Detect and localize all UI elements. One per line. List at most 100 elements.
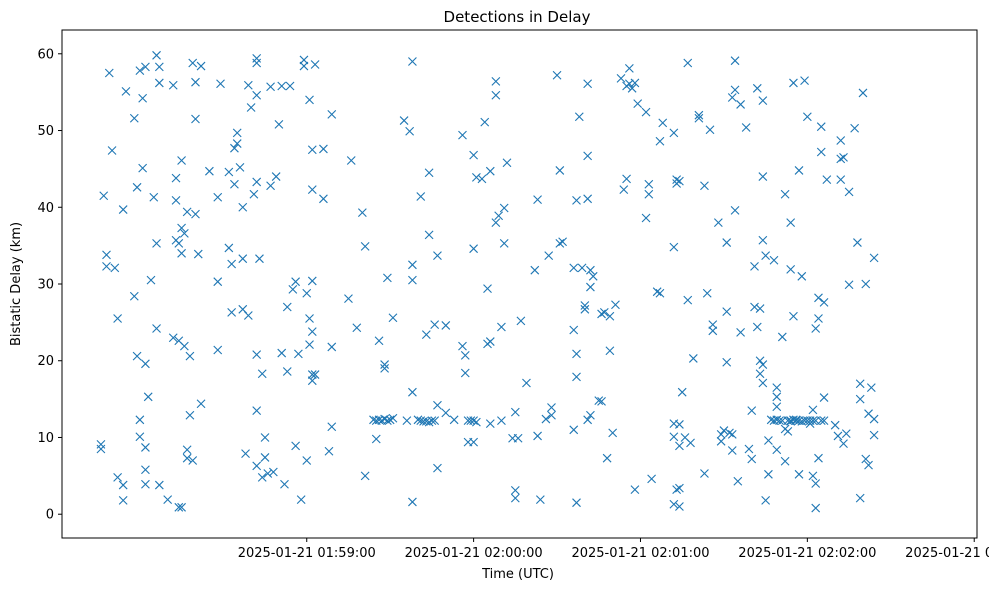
data-point: [402, 416, 412, 425]
data-point: [129, 291, 139, 301]
data-point: [672, 485, 682, 495]
data-point: [758, 96, 768, 105]
data-point: [580, 301, 590, 310]
data-point: [700, 181, 709, 191]
data-point: [510, 407, 520, 417]
data-point: [510, 493, 520, 503]
data-point: [118, 480, 128, 490]
data-point: [597, 397, 606, 406]
data-point: [469, 437, 478, 447]
data-point: [383, 416, 392, 425]
data-point: [433, 400, 442, 410]
data-point: [758, 378, 768, 388]
data-point: [800, 76, 809, 86]
data-point: [502, 158, 512, 168]
data-point: [569, 263, 579, 273]
data-point: [324, 446, 334, 456]
data-point: [814, 453, 823, 463]
data-point: [249, 189, 259, 199]
data-point: [605, 346, 615, 356]
data-point: [686, 438, 695, 448]
data-point: [811, 503, 821, 513]
data-point: [722, 238, 732, 247]
data-point: [708, 320, 718, 330]
data-point: [588, 271, 598, 281]
data-point: [141, 359, 150, 369]
data-point: [861, 279, 871, 289]
data-point: [839, 439, 848, 449]
data-point: [594, 396, 604, 406]
data-point: [277, 348, 287, 358]
data-point: [135, 66, 145, 76]
x-tick-label: 2025-01-21 02:00:00: [405, 546, 543, 561]
data-point: [811, 324, 821, 333]
data-point: [305, 340, 314, 350]
data-point: [299, 55, 309, 65]
data-point: [816, 122, 826, 132]
data-point: [777, 332, 787, 342]
data-point: [583, 415, 593, 425]
data-point: [658, 118, 668, 128]
data-point: [583, 79, 593, 89]
data-point: [716, 436, 726, 446]
data-point: [655, 136, 665, 146]
data-point: [469, 416, 478, 425]
data-point: [675, 502, 684, 511]
data-point: [146, 275, 156, 285]
data-point: [327, 422, 337, 432]
data-point: [118, 496, 128, 505]
data-point: [385, 415, 395, 425]
data-point: [572, 349, 581, 359]
x-tick-label: 2025-01-21 02:03:00: [905, 546, 989, 561]
data-point: [188, 456, 198, 465]
data-point: [675, 441, 684, 451]
data-point: [243, 311, 253, 320]
data-point: [572, 498, 581, 508]
data-point: [177, 502, 186, 512]
data-point: [552, 70, 562, 80]
data-point: [260, 433, 270, 442]
data-point: [241, 449, 250, 458]
data-point: [227, 308, 237, 317]
data-point: [238, 202, 248, 212]
data-point: [232, 139, 242, 148]
data-point: [705, 125, 715, 135]
data-point: [499, 238, 509, 248]
data-point: [357, 208, 367, 218]
data-point: [433, 463, 442, 473]
data-point: [238, 254, 248, 264]
data-point: [307, 145, 317, 155]
data-point: [430, 320, 440, 330]
data-point: [171, 195, 181, 205]
data-point: [121, 87, 131, 96]
data-point: [791, 415, 801, 425]
data-point: [780, 456, 790, 466]
data-point: [246, 103, 256, 112]
y-axis-label: Bistatic Delay (km): [9, 222, 24, 346]
data-point: [597, 309, 606, 319]
data-point: [510, 486, 520, 495]
data-point: [586, 410, 595, 420]
data-point: [672, 175, 682, 185]
data-point: [282, 302, 292, 312]
x-tick-label: 2025-01-21 01:59:00: [238, 546, 376, 561]
data-point: [747, 406, 757, 416]
data-point: [816, 416, 826, 425]
data-point: [480, 117, 490, 127]
data-point: [547, 410, 556, 420]
data-point: [129, 113, 139, 123]
x-axis-label: Time (UTC): [481, 567, 554, 582]
data-point: [299, 61, 309, 71]
data-point: [374, 336, 384, 346]
data-point: [844, 280, 854, 290]
data-point: [182, 445, 192, 455]
data-point: [761, 496, 771, 505]
data-point: [752, 83, 762, 93]
data-point: [491, 90, 501, 100]
data-point: [572, 372, 581, 382]
data-point: [154, 78, 164, 88]
data-point: [544, 251, 554, 260]
data-point: [307, 376, 317, 386]
data-point: [761, 251, 771, 260]
data-point: [430, 416, 440, 425]
